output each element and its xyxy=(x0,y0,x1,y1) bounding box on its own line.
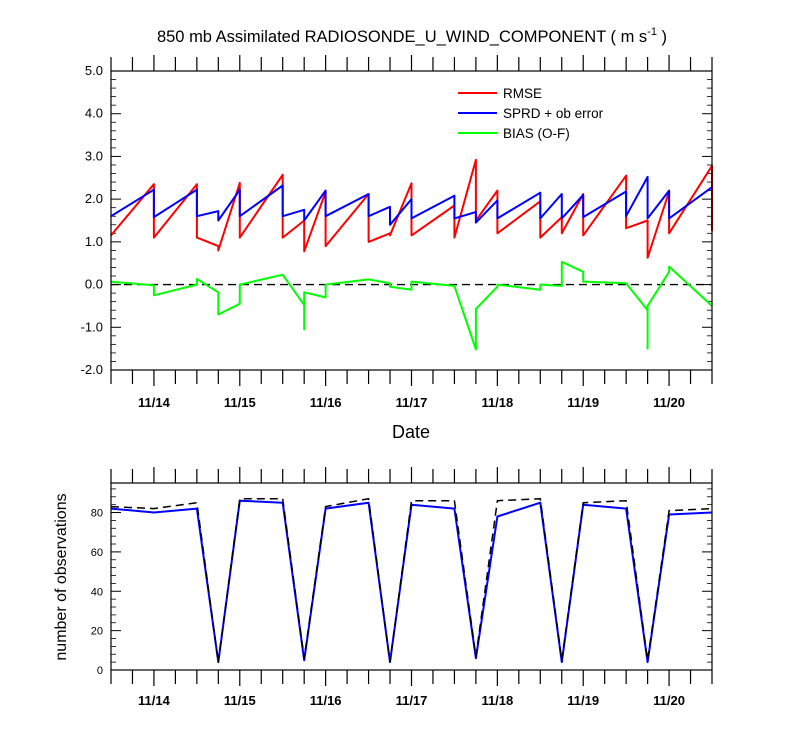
y-tick-label: 0.0 xyxy=(85,277,103,292)
legend: RMSE SPRD + ob error BIAS (O-F) xyxy=(458,86,604,141)
top-plot-frame xyxy=(110,70,713,371)
x-tick-label: 11/18 xyxy=(481,395,513,410)
bottom-series xyxy=(110,497,713,664)
legend-label: BIAS (O-F) xyxy=(503,126,570,141)
x-tick-label: 11/15 xyxy=(224,395,256,410)
y-tick-label: 80 xyxy=(91,508,103,520)
top-ticks xyxy=(110,55,713,386)
bottom-y-tick-labels: 0 20 40 60 80 xyxy=(91,508,103,677)
y-tick-label: 20 xyxy=(91,626,103,638)
x-tick-label: 11/14 xyxy=(138,693,171,708)
x-tick-label: 11/17 xyxy=(396,395,428,410)
legend-label: SPRD + ob error xyxy=(503,106,604,121)
series-line-sprd-ob-error xyxy=(110,175,713,226)
bottom-ticks xyxy=(110,467,713,686)
top-panel: -2.0-1.00.01.02.03.04.05.0 11/14 11/15 11/… xyxy=(81,55,713,442)
chart-title: 850 mb Assimilated RADIOSONDE_U_WIND_COM… xyxy=(157,26,667,46)
title-close: ) xyxy=(657,28,667,46)
y-tick-label: -1.0 xyxy=(81,319,103,334)
x-tick-label: 11/19 xyxy=(567,693,599,708)
series-line-observations-used xyxy=(110,499,713,664)
x-tick-label: 11/18 xyxy=(481,693,513,708)
x-tick-label: 11/16 xyxy=(310,693,342,708)
y-tick-label: 60 xyxy=(91,547,103,559)
x-tick-label: 11/14 xyxy=(138,395,171,410)
y-tick-label: 1.0 xyxy=(85,234,103,249)
x-tick-label: 11/20 xyxy=(653,693,685,708)
y-tick-label: 40 xyxy=(91,586,103,598)
y-tick-label: 3.0 xyxy=(85,148,103,163)
y-tick-label: 4.0 xyxy=(85,106,103,121)
x-tick-label: 11/19 xyxy=(567,395,599,410)
y-tick-label: 5.0 xyxy=(85,63,103,78)
x-tick-label: 11/16 xyxy=(310,395,342,410)
x-tick-label: 11/17 xyxy=(396,693,428,708)
legend-label: RMSE xyxy=(503,86,542,101)
title-main: 850 mb Assimilated RADIOSONDE_U_WIND_COM… xyxy=(157,28,647,46)
series-line-observations-possible xyxy=(110,497,713,663)
bottom-x-tick-labels: 11/14 11/15 11/16 11/17 11/18 11/19 11/20 xyxy=(138,693,685,708)
top-x-tick-labels: 11/14 11/15 11/16 11/17 11/18 11/19 11/20 xyxy=(138,395,685,410)
top-x-axis-label: Date xyxy=(392,422,430,442)
bottom-plot-frame xyxy=(110,482,713,671)
y-tick-label: 0 xyxy=(97,665,103,677)
y-tick-label: -2.0 xyxy=(81,362,103,377)
top-series xyxy=(110,158,713,351)
bottom-y-axis-label: number of observations xyxy=(53,493,70,660)
title-exponent: -1 xyxy=(647,26,657,38)
x-tick-label: 11/15 xyxy=(224,693,256,708)
series-line-bias-o-f- xyxy=(110,260,713,351)
top-y-tick-labels: -2.0 -1.0 0.0 1.0 2.0 3.0 4.0 5.0 xyxy=(81,63,103,377)
y-tick-label: 2.0 xyxy=(85,191,103,206)
x-tick-label: 11/20 xyxy=(653,395,685,410)
bottom-panel: 0 20 40 60 80 11/14 11/15 11/16 11/17 11/18 11/19… xyxy=(53,467,713,708)
